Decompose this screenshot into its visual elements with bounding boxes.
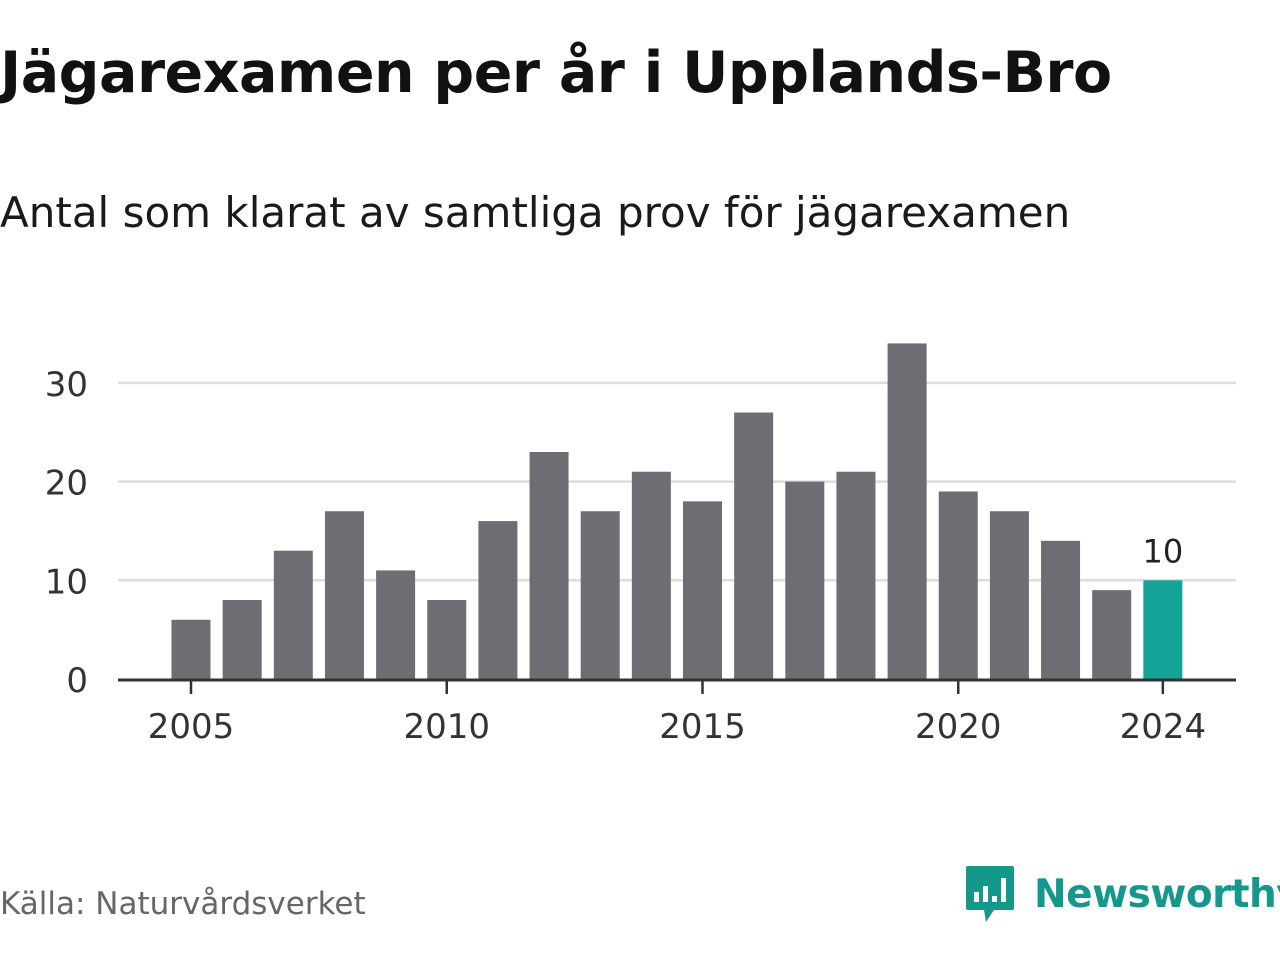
data-labels: 10 xyxy=(1142,532,1183,570)
x-tick-label-2024: 2024 xyxy=(1120,707,1207,747)
source-note: Källa: Naturvårdsverket xyxy=(0,886,366,922)
bar-2012 xyxy=(529,451,569,679)
bar-2008 xyxy=(324,511,364,679)
y-tick-label-20: 20 xyxy=(45,464,88,504)
bar-2016 xyxy=(734,412,774,679)
bar-2022 xyxy=(1041,540,1081,679)
bar-2014 xyxy=(631,471,671,679)
bar-2006 xyxy=(222,600,262,679)
bar-2011 xyxy=(478,521,518,679)
bar-2005 xyxy=(171,619,211,679)
bar-2024 xyxy=(1143,580,1183,679)
bar-2017 xyxy=(785,481,825,679)
y-tick-label-30: 30 xyxy=(45,365,88,405)
chart-subtitle: Antal som klarat av samtliga prov för jä… xyxy=(0,188,1071,237)
x-tick-label-2010: 2010 xyxy=(403,707,490,747)
brand-name: Newsworthy xyxy=(1034,871,1280,917)
bar-2020 xyxy=(938,491,978,679)
chart-title: Jägarexamen per år i Upplands-Bro xyxy=(0,40,1112,106)
bar-2013 xyxy=(580,511,620,679)
x-tick-label-2005: 2005 xyxy=(148,707,235,747)
newsworthy-logo-icon xyxy=(966,866,1014,922)
bar-2010 xyxy=(427,600,467,679)
y-axis-tick-labels: 0 10 20 30 xyxy=(45,365,88,701)
bar-2021 xyxy=(989,511,1029,679)
y-tick-label-10: 10 xyxy=(45,562,88,602)
bar-2023 xyxy=(1092,590,1132,679)
bar-2009 xyxy=(376,570,416,679)
x-tick-label-2015: 2015 xyxy=(659,707,746,747)
x-tick-label-2020: 2020 xyxy=(915,707,1002,747)
bars xyxy=(171,343,1183,679)
bar-2007 xyxy=(273,550,313,679)
newsworthy-logo: Newsworthy xyxy=(964,864,1280,924)
bar-chart: 0 10 20 30 2005 2010 2015 2020 2024 10 xyxy=(45,343,1236,747)
x-axis: 2005 2010 2015 2020 2024 xyxy=(118,678,1236,747)
bar-2018 xyxy=(836,471,876,679)
y-tick-label-0: 0 xyxy=(66,661,88,701)
bar-2015 xyxy=(683,501,722,679)
data-label-2024: 10 xyxy=(1142,532,1183,570)
bar-2019 xyxy=(887,343,927,679)
